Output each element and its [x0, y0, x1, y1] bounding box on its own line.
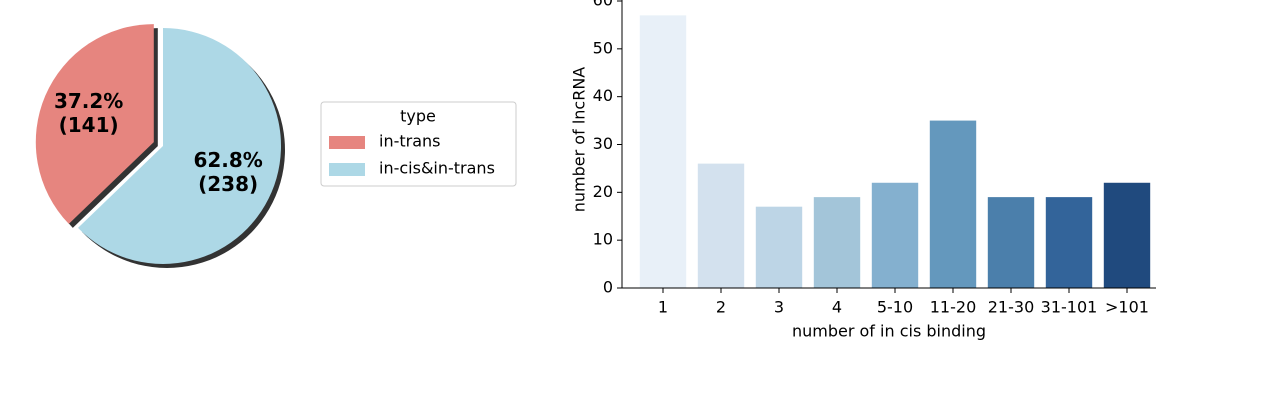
x-tick-label: 21-30 — [988, 298, 1035, 317]
y-tick-label: 50 — [593, 38, 613, 57]
x-tick-label: 11-20 — [930, 298, 977, 317]
x-tick-label: 2 — [716, 298, 726, 317]
y-tick-label: 20 — [593, 182, 613, 201]
x-tick-label: 5-10 — [877, 298, 913, 317]
value-label: 37.2% — [54, 89, 123, 113]
bar — [755, 206, 803, 288]
y-tick-label: 60 — [593, 0, 613, 10]
legend-label: in-trans — [379, 132, 441, 151]
x-tick-label: 1 — [658, 298, 668, 317]
slice — [35, 24, 154, 224]
y-tick-label: 40 — [593, 86, 613, 105]
y-tick-label: 30 — [593, 134, 613, 153]
bar — [1103, 182, 1151, 288]
x-tick-label: 4 — [832, 298, 842, 317]
bar — [697, 163, 745, 288]
y-tick-label: 10 — [593, 230, 613, 249]
y-axis-title: number of lncRNA — [570, 67, 589, 213]
legend-box — [320, 101, 517, 187]
bar — [639, 15, 687, 288]
count-label: (238) — [198, 172, 258, 196]
x-tick-label: 3 — [774, 298, 784, 317]
count-label: (141) — [59, 113, 119, 137]
legend-swatch — [329, 136, 365, 149]
bar — [1045, 197, 1093, 288]
x-axis-title: number of in cis binding — [792, 322, 986, 341]
x-tick-label: 31-101 — [1041, 298, 1098, 317]
legend-title: type — [400, 107, 436, 126]
x-tick-label: >101 — [1105, 298, 1149, 317]
legend-label: in-cis&in-trans — [379, 159, 495, 178]
y-tick-label: 0 — [603, 278, 613, 297]
bar — [987, 197, 1035, 288]
slice — [78, 28, 281, 264]
value-label: 62.8% — [193, 148, 262, 172]
bar — [929, 120, 977, 288]
bar — [871, 182, 919, 288]
bar — [813, 197, 861, 288]
legend-swatch — [329, 163, 365, 176]
